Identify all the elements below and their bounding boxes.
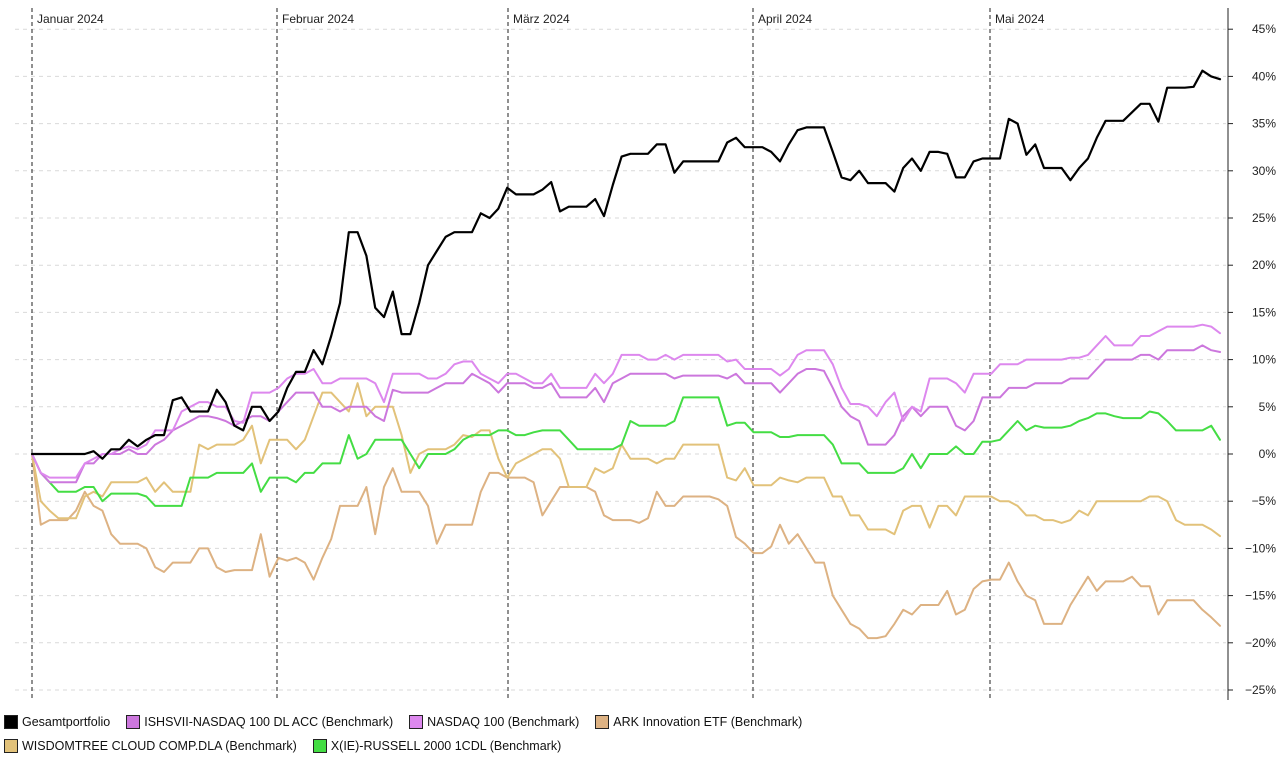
month-label: April 2024 [758, 12, 812, 26]
y-tick-label: 10% [1252, 353, 1276, 367]
performance-chart: Januar 2024 Februar 2024 März 2024 April 20… [15, 8, 1277, 700]
legend-swatch [4, 739, 18, 753]
y-tick-label: 35% [1252, 117, 1276, 131]
legend-label: Gesamtportfolio [22, 715, 111, 729]
legend-swatch [595, 715, 610, 729]
series-line-3[interactable] [31, 453, 1221, 640]
y-tick-label: 45% [1252, 22, 1276, 36]
y-tick-label: −5% [1252, 494, 1277, 508]
legend-swatch [409, 715, 424, 729]
month-label: März 2024 [513, 12, 570, 26]
legend-swatch [126, 715, 141, 729]
series-line-1[interactable] [31, 344, 1221, 484]
legend-label: ISHSVII-NASDAQ 100 DL ACC (Benchmark) [144, 715, 394, 729]
y-tick-label: 30% [1252, 164, 1276, 178]
y-tick-label: −25% [1245, 683, 1276, 697]
series-lines [30, 69, 1222, 640]
y-tick-label: 15% [1252, 305, 1276, 319]
series-line-2[interactable] [31, 323, 1221, 479]
legend-item-nasdaq-100[interactable]: NASDAQ 100 (Benchmark) [409, 712, 579, 732]
month-label: Januar 2024 [37, 12, 104, 26]
legend-swatch [4, 715, 18, 729]
series-line-4[interactable] [31, 382, 1221, 538]
series-line-0[interactable] [30, 69, 1222, 460]
y-tick-label: −15% [1245, 589, 1276, 603]
y-tick-label: 5% [1259, 400, 1277, 414]
series-line-5[interactable] [31, 396, 1221, 507]
legend-label: WISDOMTREE CLOUD COMP.DLA (Benchmark) [22, 739, 297, 753]
y-tick-label: 0% [1259, 447, 1277, 461]
y-tick-label: −10% [1245, 541, 1276, 555]
y-tick-label: −20% [1245, 636, 1276, 650]
y-tick-label: 20% [1252, 258, 1276, 272]
legend-item-ishsvii-nasdaq[interactable]: ISHSVII-NASDAQ 100 DL ACC (Benchmark) [126, 712, 393, 732]
legend-label: NASDAQ 100 (Benchmark) [427, 715, 580, 729]
legend-swatch [312, 739, 327, 753]
y-tick-label: 25% [1252, 211, 1276, 225]
month-label: Februar 2024 [282, 12, 354, 26]
legend-item-ark-innovation[interactable]: ARK Innovation ETF (Benchmark) [595, 712, 802, 732]
y-axis: 45% 40% 35% 30% 25% 20% 15% 10% 5% 0% −5% −10% −15% −… [1227, 8, 1277, 700]
month-label: Mai 2024 [995, 12, 1045, 26]
y-tick-label: 40% [1252, 69, 1276, 83]
legend-item-wisdomtree-cloud[interactable]: WISDOMTREE CLOUD COMP.DLA (Benchmark) [4, 736, 297, 756]
legend-label: ARK Innovation ETF (Benchmark) [613, 715, 803, 729]
legend-item-russell-2000[interactable]: X(IE)-RUSSELL 2000 1CDL (Benchmark) [312, 736, 562, 756]
legend-item-gesamtportfolio[interactable]: Gesamtportfolio [4, 712, 110, 732]
month-markers: Januar 2024 Februar 2024 März 2024 April 20… [31, 8, 1045, 700]
legend-label: X(IE)-RUSSELL 2000 1CDL (Benchmark) [330, 739, 562, 753]
legend: Gesamtportfolio ISHSVII-NASDAQ 100 DL AC… [4, 712, 1084, 756]
